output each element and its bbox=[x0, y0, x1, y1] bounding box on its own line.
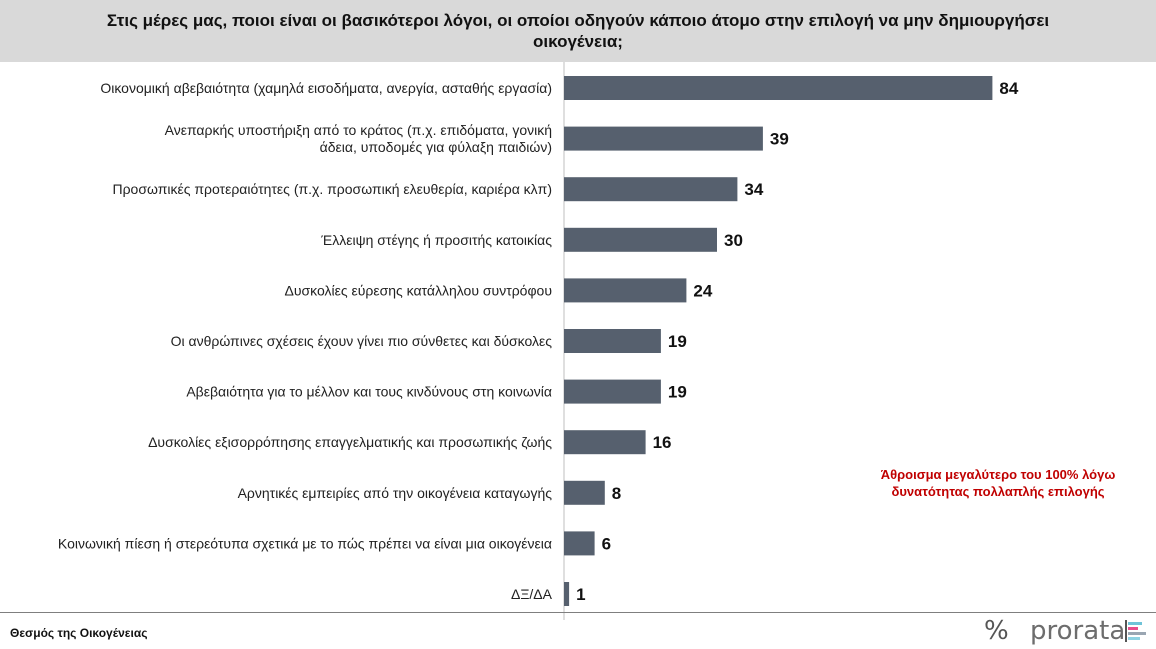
category-label: Προσωπικές προτεραιότητες (π.χ. προσωπικ… bbox=[112, 181, 552, 197]
bar-group: Οι ανθρώπινες σχέσεις έχουν γίνει πιο σύ… bbox=[171, 329, 687, 353]
prorata-logo: % prorata bbox=[984, 616, 1150, 646]
bar bbox=[564, 379, 661, 404]
bar-group: Κοινωνική πίεση ή στερεότυπα σχετικά με … bbox=[58, 531, 611, 556]
category-label-line: Αρνητικές εμπειρίες από την οικογένεια κ… bbox=[238, 485, 553, 501]
note-line-2: δυνατότητας πολλαπλής επιλογής bbox=[891, 484, 1105, 499]
note-line-1: Άθροισμα μεγαλύτερο του 100% λόγω bbox=[880, 467, 1116, 482]
category-label: ΔΞ/ΔΑ bbox=[511, 586, 553, 602]
bar-group: Αβεβαιότητα για το μέλλον και τους κινδύ… bbox=[186, 379, 687, 404]
logo-bar bbox=[1128, 627, 1138, 630]
bar-group: Αρνητικές εμπειρίες από την οικογένεια κ… bbox=[238, 480, 621, 505]
logo-wordmark: prorata bbox=[1030, 616, 1126, 646]
bar bbox=[564, 531, 595, 556]
value-label: 39 bbox=[770, 130, 789, 149]
category-label-line: Δυσκολίες εύρεσης κατάλληλου συντρόφου bbox=[284, 282, 552, 298]
value-label: 19 bbox=[668, 332, 687, 351]
chart-title-line-2: οικογένεια; bbox=[533, 32, 623, 51]
bar bbox=[564, 480, 605, 505]
bar-group: Δυσκολίες εύρεσης κατάλληλου συντρόφου 24 bbox=[284, 278, 713, 303]
multiple-choice-note: Άθροισμα μεγαλύτερο του 100% λόγω δυνατό… bbox=[848, 466, 1148, 500]
bar-chart: Οικονομική αβεβαιότητα (χαμηλά εισοδήματ… bbox=[58, 62, 1019, 620]
value-label: 6 bbox=[602, 534, 611, 553]
value-label: 8 bbox=[612, 484, 621, 503]
category-label: Δυσκολίες εύρεσης κατάλληλου συντρόφου bbox=[284, 282, 552, 298]
bar bbox=[564, 278, 687, 303]
category-label-line: Κοινωνική πίεση ή στερεότυπα σχετικά με … bbox=[58, 535, 552, 551]
category-label-line: ΔΞ/ΔΑ bbox=[511, 586, 553, 602]
bar-group: Έλλειψη στέγης ή προσιτής κατοικίας 30 bbox=[320, 227, 743, 252]
category-label: Αρνητικές εμπειρίες από την οικογένεια κ… bbox=[238, 485, 553, 501]
bar bbox=[564, 329, 661, 353]
source-label: Θεσμός της Οικογένειας bbox=[10, 626, 148, 640]
category-label-line: Οι ανθρώπινες σχέσεις έχουν γίνει πιο σύ… bbox=[171, 333, 553, 349]
category-label-line: άδεια, υποδομές για φύλαξη παιδιών) bbox=[320, 139, 552, 155]
category-label: Αβεβαιότητα για το μέλλον και τους κινδύ… bbox=[186, 384, 552, 400]
bar-group: ΔΞ/ΔΑ 1 bbox=[511, 582, 586, 606]
category-label: Δυσκολίες εξισορρόπησης επαγγελματικής κ… bbox=[148, 434, 552, 450]
chart-title: Στις μέρες μας, ποιοι είναι οι βασικότερ… bbox=[28, 10, 1128, 52]
category-label-line: Προσωπικές προτεραιότητες (π.χ. προσωπικ… bbox=[112, 181, 552, 197]
percent-icon: % bbox=[984, 616, 1009, 646]
bar-group: Προσωπικές προτεραιότητες (π.χ. προσωπικ… bbox=[112, 177, 764, 202]
value-label: 24 bbox=[693, 281, 712, 300]
chart-title-line-1: Στις μέρες μας, ποιοι είναι οι βασικότερ… bbox=[106, 11, 1050, 30]
category-label-line: Έλλειψη στέγης ή προσιτής κατοικίας bbox=[320, 232, 552, 248]
category-label: Έλλειψη στέγης ή προσιτής κατοικίας bbox=[320, 232, 552, 248]
category-label: Οι ανθρώπινες σχέσεις έχουν γίνει πιο σύ… bbox=[171, 333, 553, 349]
bar bbox=[564, 227, 717, 252]
bar-group: Δυσκολίες εξισορρόπησης επαγγελματικής κ… bbox=[148, 430, 672, 455]
footer-divider bbox=[0, 612, 1156, 613]
logo-bars-icon bbox=[1125, 620, 1148, 642]
value-label: 30 bbox=[724, 231, 743, 250]
category-label: Ανεπαρκής υποστήριξη από το κράτος (π.χ.… bbox=[165, 122, 552, 155]
value-label: 84 bbox=[999, 79, 1018, 98]
bar bbox=[564, 177, 738, 202]
category-label: Οικονομική αβεβαιότητα (χαμηλά εισοδήματ… bbox=[100, 80, 552, 96]
bar-group: Οικονομική αβεβαιότητα (χαμηλά εισοδήματ… bbox=[100, 76, 1019, 100]
value-label: 1 bbox=[576, 585, 585, 604]
bar bbox=[564, 582, 570, 606]
category-label-line: Δυσκολίες εξισορρόπησης επαγγελματικής κ… bbox=[148, 434, 552, 450]
value-label: 16 bbox=[653, 433, 672, 452]
value-label: 19 bbox=[668, 383, 687, 402]
title-bar: Στις μέρες μας, ποιοι είναι οι βασικότερ… bbox=[0, 0, 1156, 62]
category-label-line: Ανεπαρκής υποστήριξη από το κράτος (π.χ.… bbox=[165, 122, 552, 138]
value-label: 34 bbox=[744, 180, 763, 199]
bar bbox=[564, 76, 993, 100]
bar bbox=[564, 126, 763, 151]
bar bbox=[564, 430, 646, 455]
category-label: Κοινωνική πίεση ή στερεότυπα σχετικά με … bbox=[58, 535, 552, 551]
logo-bar bbox=[1128, 632, 1146, 635]
logo-bar bbox=[1128, 637, 1140, 640]
category-label-line: Οικονομική αβεβαιότητα (χαμηλά εισοδήματ… bbox=[100, 80, 552, 96]
logo-stem bbox=[1125, 620, 1127, 642]
bar-group: Ανεπαρκής υποστήριξη από το κράτος (π.χ.… bbox=[165, 122, 789, 155]
category-label-line: Αβεβαιότητα για το μέλλον και τους κινδύ… bbox=[186, 384, 552, 400]
logo-bar bbox=[1128, 622, 1142, 625]
